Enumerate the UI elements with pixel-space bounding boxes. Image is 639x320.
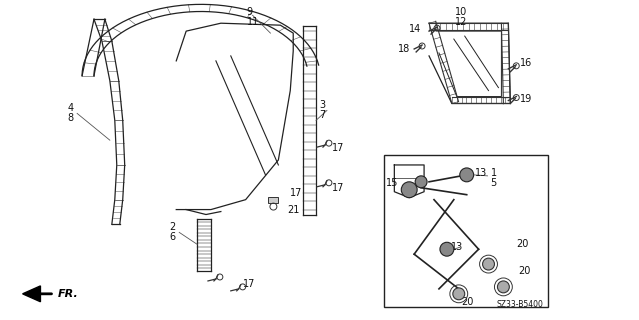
Text: 5: 5 — [491, 178, 497, 188]
Text: 17: 17 — [332, 143, 344, 153]
Polygon shape — [22, 286, 40, 302]
Circle shape — [440, 242, 454, 256]
Text: 10: 10 — [455, 7, 467, 17]
Text: 13: 13 — [451, 242, 463, 252]
Text: 12: 12 — [455, 17, 467, 27]
Text: 18: 18 — [398, 44, 411, 54]
Circle shape — [401, 182, 417, 198]
Text: 3: 3 — [319, 100, 325, 110]
Text: 9: 9 — [247, 7, 253, 17]
Circle shape — [415, 176, 427, 188]
Text: 19: 19 — [520, 93, 532, 104]
Text: SZ33-B5400: SZ33-B5400 — [496, 300, 543, 309]
Text: 21: 21 — [288, 204, 300, 215]
Bar — [268, 197, 279, 203]
Text: 17: 17 — [243, 279, 255, 289]
Text: 13: 13 — [475, 168, 487, 178]
Text: 20: 20 — [518, 266, 530, 276]
Text: 8: 8 — [67, 113, 73, 124]
Text: 4: 4 — [67, 103, 73, 114]
Text: 20: 20 — [516, 239, 528, 249]
Text: 7: 7 — [319, 110, 325, 120]
Text: 16: 16 — [520, 58, 532, 68]
Text: 11: 11 — [247, 17, 259, 27]
Text: 17: 17 — [290, 188, 303, 198]
Bar — [385, 155, 548, 307]
Text: FR.: FR. — [58, 289, 78, 299]
Circle shape — [453, 288, 465, 300]
Circle shape — [497, 281, 509, 293]
Text: 20: 20 — [461, 297, 473, 307]
Text: 14: 14 — [409, 24, 422, 34]
Circle shape — [460, 168, 473, 182]
Circle shape — [482, 258, 495, 270]
Text: 1: 1 — [491, 168, 497, 178]
Text: 6: 6 — [169, 232, 176, 242]
Text: 17: 17 — [332, 183, 344, 193]
Text: 2: 2 — [169, 222, 176, 232]
Text: 15: 15 — [387, 178, 399, 188]
